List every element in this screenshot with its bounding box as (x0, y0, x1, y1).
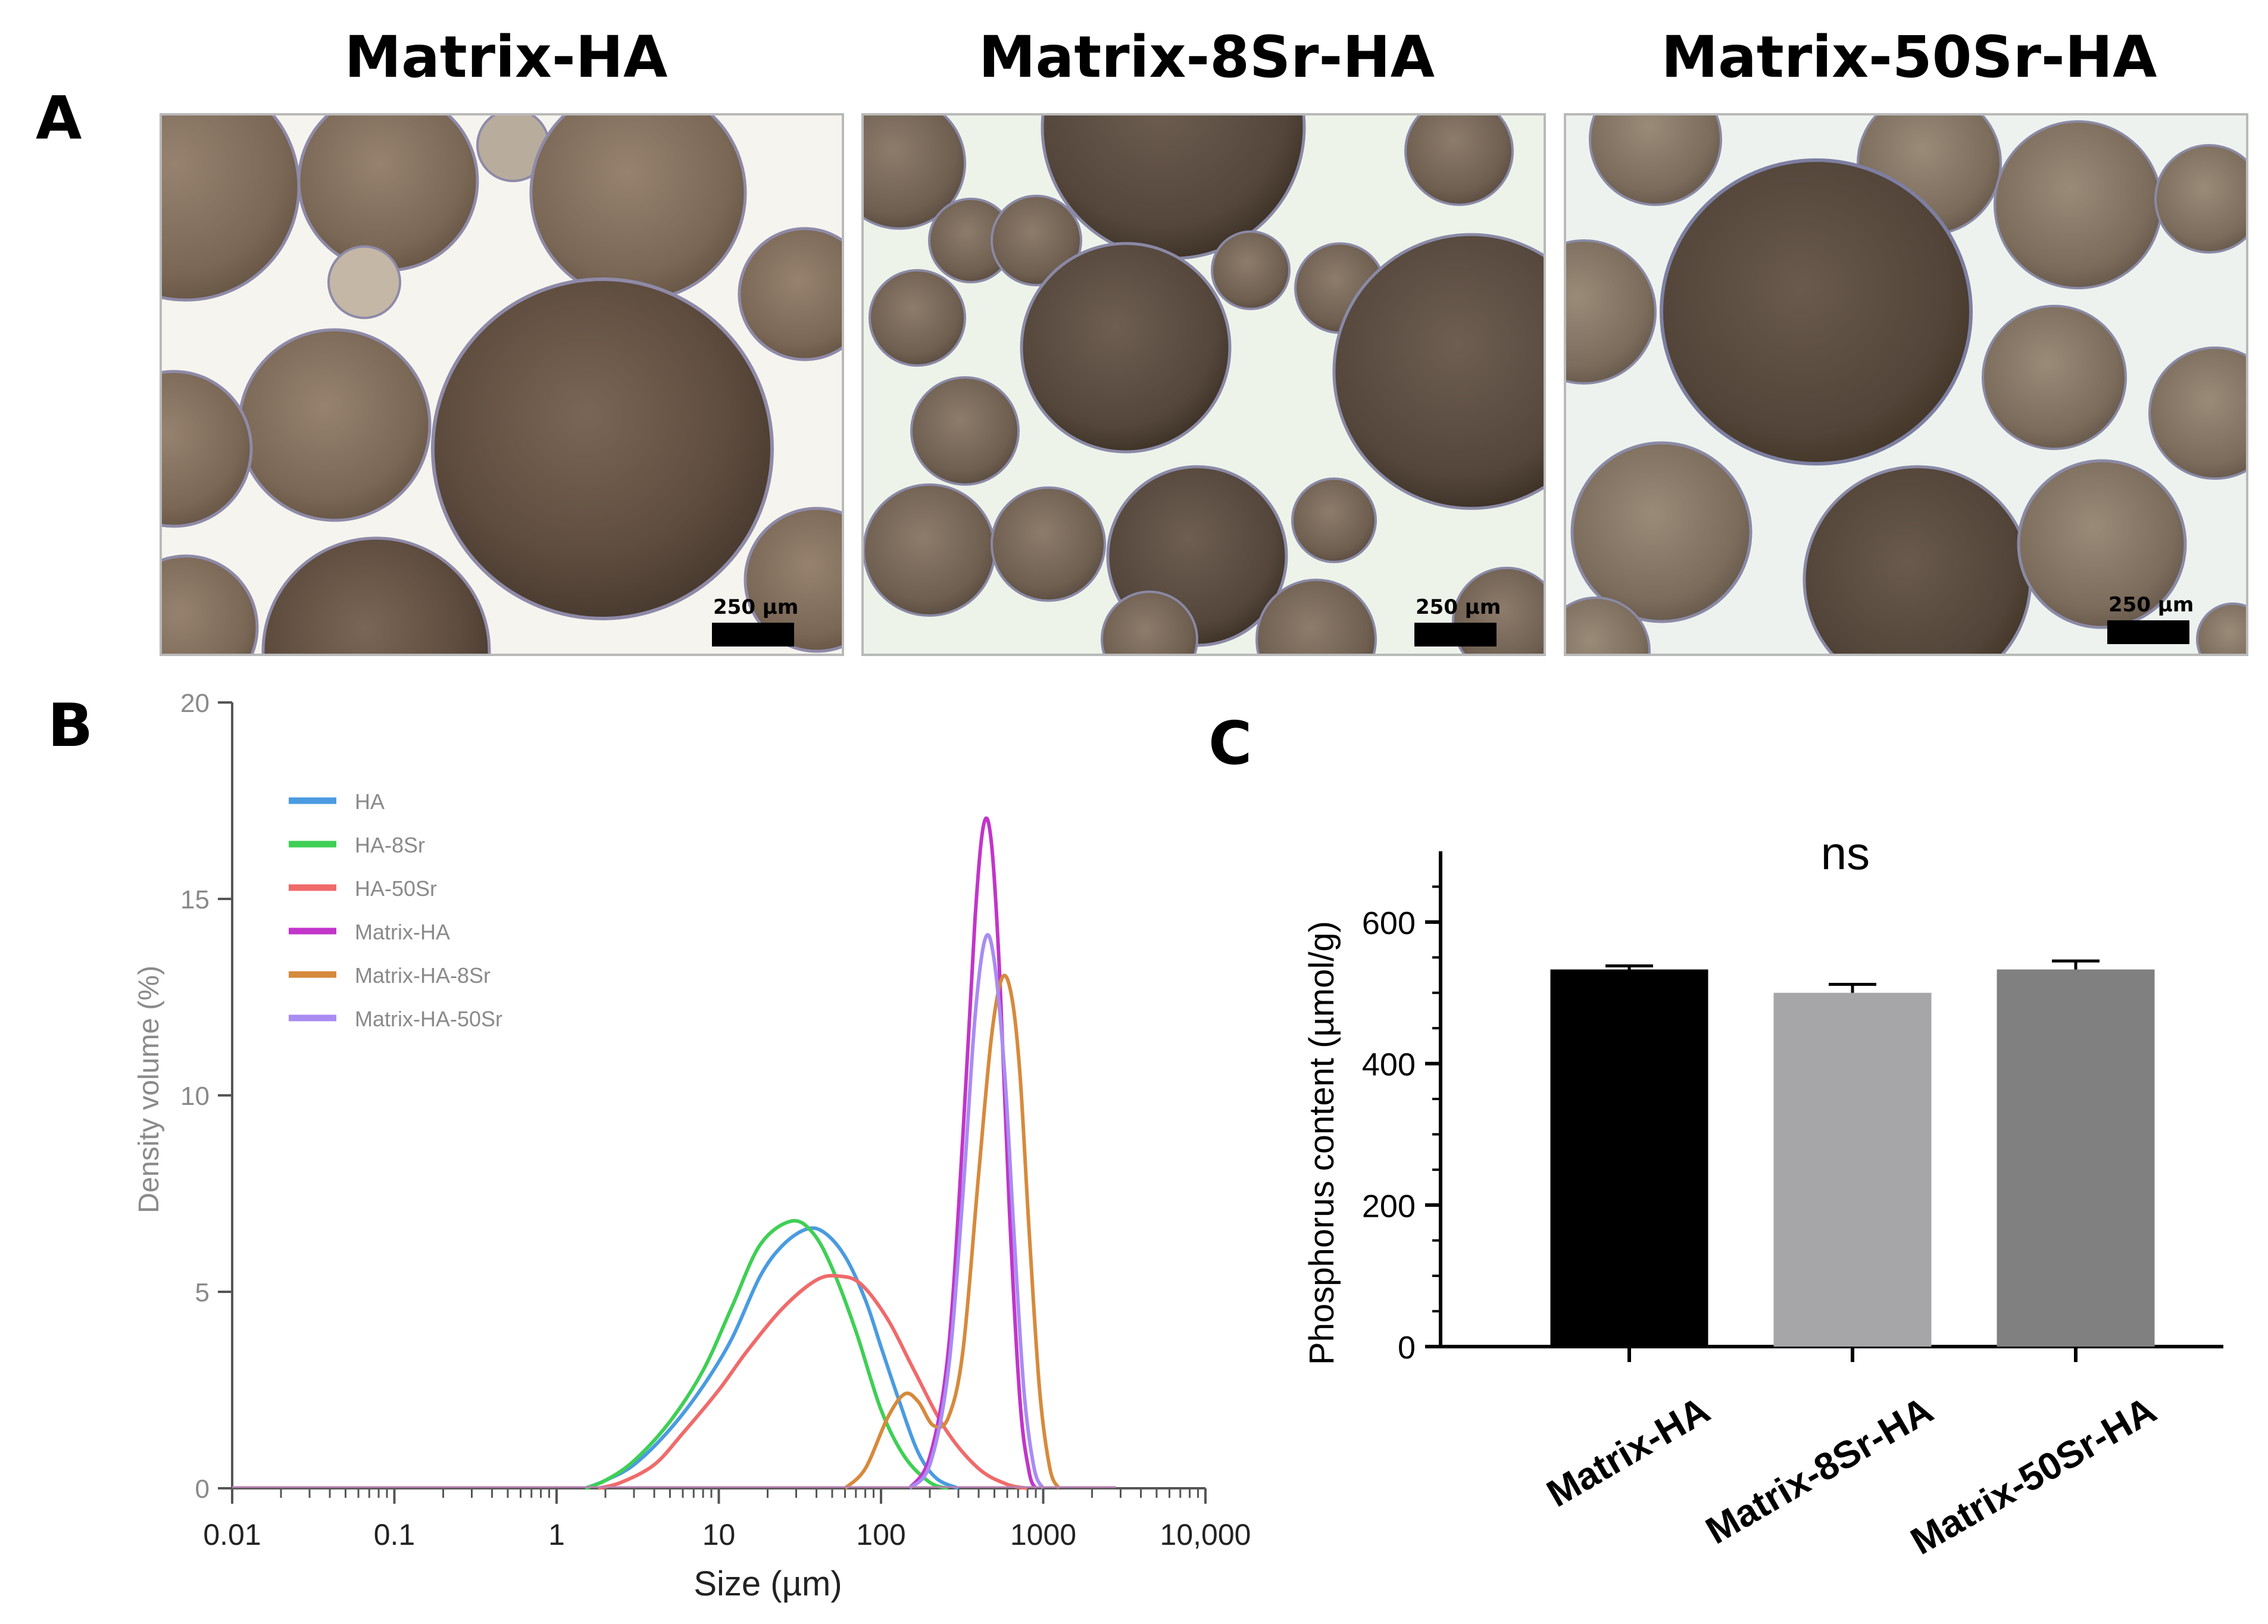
micrograph-matrix-ha (160, 113, 844, 656)
phosphorus-content-chart: 0 200 400 600 Matrix-HAMatrix-8Sr-HAMatrix-5… (1302, 827, 2223, 1563)
scale-label-1: 250 µm (713, 595, 799, 619)
chart-b-x-tick-label: 1 (548, 1518, 565, 1551)
scale-label-3: 250 µm (2108, 593, 2194, 617)
chart-b-legend-label: Matrix-HA-50Sr (355, 1007, 502, 1031)
panel-a-label: A (36, 83, 82, 153)
chart-b-legend-label: HA (355, 789, 385, 814)
chart-b-legend: HA HA-8Sr HA-50Sr Matrix-HA Matrix-HA-8Sr Mat… (289, 789, 502, 1031)
chart-b-axes: 0.01 0.1 1 10 100 1000 10,000 0 5 10 15 20 (180, 689, 1250, 1551)
micrograph-matrix-8sr-ha (861, 113, 1546, 656)
panel-c-label: C (1208, 708, 1252, 778)
chart-b-y-axis-label: Density volume (%) (133, 966, 165, 1213)
chart-b-series-line (584, 1219, 949, 1490)
chart-b-x-tick-label: 100 (856, 1518, 905, 1551)
chart-c-y-tick-label: 0 (1398, 1330, 1416, 1366)
chart-b-legend-label: HA-8Sr (355, 833, 425, 857)
micrograph-title-3: Matrix-50Sr-HA (1661, 24, 2157, 90)
chart-b-y-tick-label: 5 (195, 1278, 210, 1307)
chart-c-ns-annotation: ns (1821, 827, 1870, 879)
chart-b-y-tick-label: 0 (195, 1475, 210, 1504)
chart-c-y-tick-label: 600 (1362, 905, 1416, 941)
chart-c-y-tick-label: 400 (1362, 1047, 1416, 1083)
chart-b-series-line (908, 816, 1038, 1489)
chart-c-y-tick-label: 200 (1362, 1188, 1416, 1224)
chart-b-legend-label: Matrix-HA-8Sr (355, 963, 491, 988)
chart-c-bar (1997, 969, 2155, 1347)
chart-b-x-axis-label: Size (µm) (693, 1564, 842, 1603)
chart-b-y-tick-label: 20 (180, 689, 210, 718)
chart-b-series-line (597, 1273, 1028, 1490)
chart-b-x-tick-label: 1000 (1010, 1518, 1076, 1551)
chart-b-x-tick-label: 0.1 (374, 1518, 416, 1551)
chart-b-series-line (584, 1226, 960, 1490)
scale-bar-3 (2107, 620, 2189, 644)
scale-label-2: 250 µm (1416, 595, 1501, 619)
micrograph-title-1: Matrix-HA (344, 24, 668, 90)
scale-bar-2 (1414, 623, 1497, 647)
chart-c-category-label: Matrix-50Sr-HA (1904, 1388, 2163, 1563)
chart-b-y-tick-label: 10 (180, 1082, 210, 1111)
micrograph-matrix-50sr-ha (1564, 113, 2248, 656)
chart-c-bar (1773, 992, 1932, 1347)
chart-b-x-tick-label: 10 (702, 1518, 736, 1551)
chart-c-y-axis-label: Phosphorus content (µmol/g) (1302, 921, 1341, 1365)
chart-c-category-label: Matrix-HA (1539, 1388, 1717, 1515)
chart-b-legend-label: Matrix-HA (355, 920, 450, 944)
size-distribution-chart: 0.01 0.1 1 10 100 1000 10,000 0 5 10 15 20 HA HA-8Sr… (133, 689, 1250, 1603)
panel-b-label: B (48, 691, 93, 760)
chart-b-series (232, 816, 1116, 1490)
chart-c-bars (1550, 959, 2155, 1347)
chart-b-y-tick-label: 15 (180, 885, 210, 914)
micrograph-title-2: Matrix-8Sr-HA (979, 24, 1435, 90)
chart-b-x-tick-label: 0.01 (203, 1518, 261, 1551)
scale-bar-1 (712, 623, 794, 647)
chart-b-series-line (844, 973, 1061, 1490)
chart-b-series-line (908, 933, 1045, 1490)
chart-b-legend-label: HA-50Sr (355, 876, 437, 901)
chart-c-bar (1550, 969, 1708, 1347)
chart-b-x-tick-label: 10,000 (1160, 1518, 1250, 1551)
chart-c-category-label: Matrix-8Sr-HA (1698, 1388, 1940, 1553)
